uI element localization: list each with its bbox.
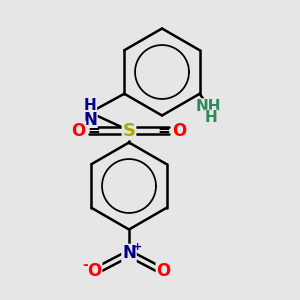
Text: O: O	[172, 122, 187, 140]
Text: NH: NH	[196, 99, 221, 114]
Text: S: S	[122, 122, 136, 140]
Text: O: O	[71, 122, 85, 140]
Text: =: =	[88, 123, 100, 138]
Text: H: H	[205, 110, 218, 125]
Text: +: +	[133, 242, 142, 252]
Text: =: =	[158, 123, 170, 138]
Text: N: N	[83, 111, 97, 129]
Text: O: O	[87, 262, 102, 280]
Text: N: N	[122, 244, 136, 262]
Text: O: O	[156, 262, 171, 280]
Text: H: H	[84, 98, 96, 112]
Text: -: -	[82, 258, 88, 272]
